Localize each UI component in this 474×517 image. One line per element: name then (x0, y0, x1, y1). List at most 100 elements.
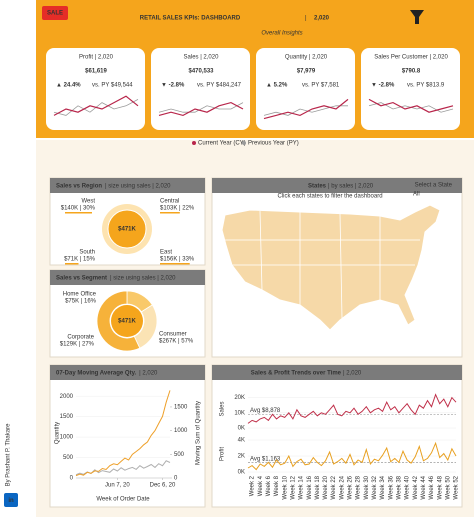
x-tick-label: Week 22 (331, 475, 337, 499)
region-name: East (160, 250, 172, 256)
kpi-card[interactable] (151, 48, 250, 130)
y-tick-label: 2K (238, 454, 245, 460)
kpi-change: ▲ 5.2% (266, 83, 288, 89)
region-total: $471K (118, 227, 136, 233)
segment-arc[interactable] (96, 290, 141, 352)
panel-title: Sales & Profit Trends over Time (251, 371, 342, 377)
kpi-change: ▼ -2.8% (371, 83, 395, 89)
panel-subtitle: | size using sales | 2,020 (105, 184, 171, 190)
cy-sparkline (158, 101, 244, 117)
kpi-label: Sales Per Customer | 2,020 (374, 55, 448, 61)
region-value: $103K | 22% (160, 206, 195, 212)
state-borders (222, 210, 420, 319)
legend-swatch (242, 141, 246, 145)
x-tick-label: Week 28 (356, 475, 362, 499)
panel-title: States (308, 184, 327, 190)
panel-title: Sales vs Region (56, 184, 102, 190)
kpi-label: Quantity | 2,020 (285, 55, 328, 61)
y-axis-title: Profit (220, 447, 226, 461)
y-tick-label: 0 (70, 476, 74, 482)
y-tick-label: 2000 (60, 394, 74, 400)
region-name: South (79, 250, 95, 256)
x-axis-title: Week of Order Date (96, 497, 150, 503)
panel-subtitle: | by sales | 2,020 (328, 184, 374, 190)
x-tick-label: Jun 7, 20 (105, 483, 130, 489)
y2-tick-label: 1000 (174, 428, 188, 434)
dashboard-subtitle: Overall Insights (261, 31, 302, 37)
x-tick-label: Week 44 (421, 475, 427, 499)
region-share (160, 263, 190, 265)
y-tick-label: 0K (238, 426, 245, 432)
panel-header (50, 178, 205, 193)
segment-value: $129K | 27% (60, 342, 95, 348)
y2-axis-title: Moving Sum of Quantity (196, 401, 202, 465)
kpi-py: vs. PY $484,247 (197, 83, 242, 89)
legend-current: Current Year (CY) (198, 141, 246, 147)
y2-tick-label: 1500 (174, 405, 188, 411)
x-tick-label: Week 26 (348, 475, 354, 499)
x-tick-label: Week 6 (266, 475, 272, 496)
y-tick-label: 10K (234, 410, 245, 416)
x-tick-label: Week 40 (405, 475, 411, 499)
region-name: West (81, 199, 95, 205)
panel (49, 364, 206, 508)
x-tick-label: Week 32 (372, 475, 378, 499)
region-value: $156K | 33% (160, 257, 195, 263)
segment-name: Home Office (63, 292, 97, 298)
py-sparkline (263, 105, 348, 116)
x-tick-label: Week 14 (299, 475, 305, 499)
linkedin-icon[interactable] (4, 493, 18, 507)
y-tick-label: 0K (238, 470, 245, 476)
y-axis-title: Quantity (55, 422, 61, 444)
region-circle (107, 209, 147, 249)
legend-swatch (192, 141, 196, 145)
y2-tick-label: 500 (174, 452, 185, 458)
segment-name: Corporate (67, 335, 94, 341)
x-tick-label: Week 4 (258, 475, 264, 496)
panel-header (212, 178, 462, 193)
panel-header (50, 270, 205, 285)
y-tick-label: 1000 (60, 435, 74, 441)
y-tick-label: 1500 (60, 414, 74, 420)
region-value: $71K | 15% (64, 257, 96, 263)
region-share (65, 263, 79, 265)
x-tick-label: Week 50 (445, 475, 451, 499)
x-tick-label: Week 38 (396, 475, 402, 499)
kpi-py: vs. PY $7,581 (302, 83, 340, 89)
legend-previous: Previous Year (PY) (248, 141, 299, 147)
py-sparkline (158, 102, 244, 113)
x-tick-label: Week 8 (274, 475, 280, 496)
x-tick-label: Week 48 (437, 475, 443, 499)
region-share (160, 212, 180, 214)
region-value: $140K | 30% (61, 206, 96, 212)
map-hint: Click each states to filter the dashboar… (277, 194, 382, 200)
kpi-card[interactable] (256, 48, 355, 130)
cy-sparkline (53, 95, 139, 116)
segment-value: $267K | 57% (159, 339, 194, 345)
kpi-change: ▼ -2.8% (161, 83, 185, 89)
kpi-card[interactable] (46, 48, 145, 130)
panel-subtitle: | 2,020 (343, 371, 362, 377)
x-tick-label: Week 12 (290, 475, 296, 499)
panel (211, 364, 463, 508)
panel-subtitle: | 2,020 (139, 371, 158, 377)
sales-line (247, 393, 457, 424)
region-share (65, 212, 92, 214)
cy-sparkline (263, 98, 349, 120)
x-tick-label: Week 46 (429, 475, 435, 499)
filter-icon[interactable] (410, 10, 424, 24)
badge-text: SALE (47, 11, 63, 17)
y2-tick-label: 0 (174, 476, 178, 482)
panel-header (212, 365, 462, 380)
credit: By Prashant P. Thakare (6, 423, 12, 486)
kpi-py: vs. PY $813.9 (407, 83, 445, 89)
x-tick-label: Week 24 (339, 475, 345, 499)
kpi-value: $790.8 (402, 69, 421, 75)
kpi-value: $7,979 (297, 69, 316, 75)
segment-total: $471K (118, 319, 136, 325)
segment-center (111, 305, 143, 337)
y-axis-title: Sales (220, 401, 226, 416)
panel-title: 07-Day Moving Average Qty. (56, 371, 136, 377)
kpi-value: $470,533 (188, 69, 214, 75)
